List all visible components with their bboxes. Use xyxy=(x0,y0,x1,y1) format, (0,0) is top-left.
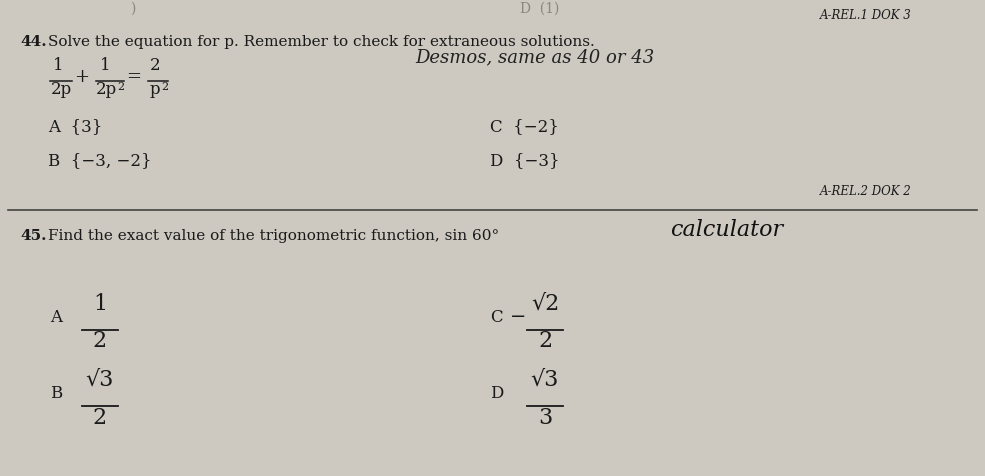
Text: calculator: calculator xyxy=(670,219,783,241)
Text: 2: 2 xyxy=(117,82,124,92)
Text: √3: √3 xyxy=(531,369,559,391)
Text: Desmos, same as 40 or 43: Desmos, same as 40 or 43 xyxy=(415,48,654,66)
Text: 2: 2 xyxy=(93,407,107,428)
Text: 1: 1 xyxy=(99,57,110,74)
Text: Solve the equation for p. Remember to check for extraneous solutions.: Solve the equation for p. Remember to ch… xyxy=(48,35,595,50)
Text: 3: 3 xyxy=(538,407,553,428)
Text: +: + xyxy=(75,68,90,86)
Text: A-REL.2 DOK 2: A-REL.2 DOK 2 xyxy=(820,185,912,198)
Text: 2: 2 xyxy=(150,57,161,74)
Text: Find the exact value of the trigonometric function, sin 60°: Find the exact value of the trigonometri… xyxy=(48,229,499,243)
Text: −: − xyxy=(510,307,526,326)
Text: 44.: 44. xyxy=(20,35,46,50)
Text: C: C xyxy=(490,308,502,326)
Text: 2: 2 xyxy=(162,82,168,92)
Text: B: B xyxy=(50,385,62,402)
Text: 45.: 45. xyxy=(20,229,46,243)
Text: A-REL.1 DOK 3: A-REL.1 DOK 3 xyxy=(820,9,912,22)
Text: D  (1): D (1) xyxy=(520,2,559,16)
Text: =: = xyxy=(126,68,142,86)
Text: B  {−3, −2}: B {−3, −2} xyxy=(48,152,152,169)
Text: √2: √2 xyxy=(531,293,559,315)
Text: √3: √3 xyxy=(86,369,114,391)
Text: 2: 2 xyxy=(538,330,552,352)
Text: 2: 2 xyxy=(93,330,107,352)
Text: 1: 1 xyxy=(52,57,63,74)
Text: D: D xyxy=(490,385,503,402)
Text: A  {3}: A {3} xyxy=(48,119,102,136)
Text: A: A xyxy=(50,308,62,326)
Text: D  {−3}: D {−3} xyxy=(490,152,559,169)
Text: ): ) xyxy=(130,2,135,16)
Text: 2p: 2p xyxy=(50,81,72,98)
Text: 1: 1 xyxy=(93,293,107,315)
Text: 2p: 2p xyxy=(96,81,116,98)
Text: p: p xyxy=(150,81,161,98)
Text: C  {−2}: C {−2} xyxy=(490,119,558,136)
